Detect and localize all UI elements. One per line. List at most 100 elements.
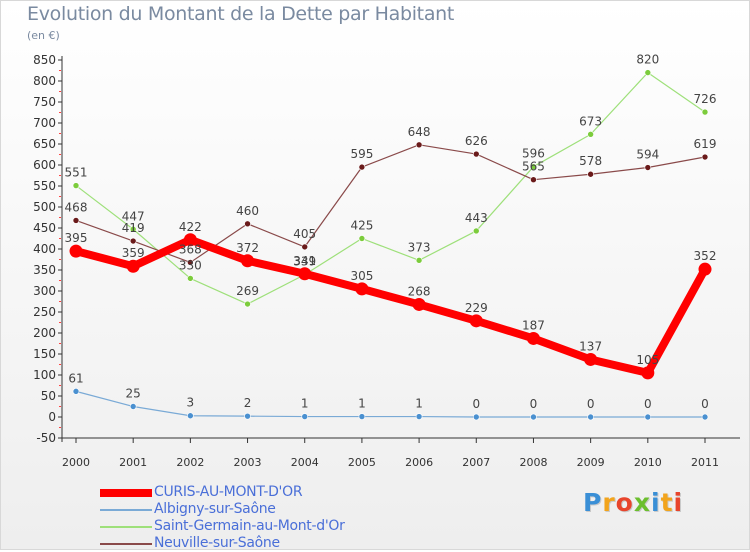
data-label: 341 xyxy=(293,254,316,268)
data-point xyxy=(301,243,309,251)
data-label: 339 xyxy=(293,255,316,269)
data-point xyxy=(415,141,423,149)
y-minor-tick xyxy=(59,154,61,155)
data-point xyxy=(698,262,712,276)
data-label: 0 xyxy=(644,397,652,411)
y-minor-tick xyxy=(59,91,61,92)
legend-label: CURIS-AU-MONT-D'OR xyxy=(154,484,303,500)
data-label: 565 xyxy=(522,160,545,174)
data-label: 395 xyxy=(65,231,88,245)
legend-item: CURIS-AU-MONT-D'OR xyxy=(100,484,360,501)
data-label: 820 xyxy=(636,53,659,67)
data-label: 61 xyxy=(68,371,83,385)
y-tick-label: 300 xyxy=(33,284,56,298)
data-label: 648 xyxy=(408,125,431,139)
data-label: 1 xyxy=(415,397,423,411)
data-point xyxy=(587,413,594,421)
logo-letter: i xyxy=(651,488,661,517)
y-tick-label: 450 xyxy=(33,221,56,235)
data-point xyxy=(469,314,483,328)
data-label: 422 xyxy=(179,220,202,234)
data-point xyxy=(187,275,194,282)
y-minor-tick xyxy=(59,427,61,428)
data-point xyxy=(415,257,423,264)
series-line xyxy=(75,390,706,418)
x-tick-label: 2007 xyxy=(462,456,490,469)
chart-legend: CURIS-AU-MONT-D'OR Albigny-sur-Saône Saint… xyxy=(100,484,360,552)
chart-subtitle: (en €) xyxy=(27,29,60,42)
data-label: 0 xyxy=(587,397,595,411)
data-point xyxy=(530,163,537,170)
data-point xyxy=(129,225,137,233)
x-tick-label: 2011 xyxy=(691,456,719,469)
series-line xyxy=(75,144,706,264)
data-label: 626 xyxy=(465,134,488,148)
data-label: 468 xyxy=(65,200,88,214)
x-tick-label: 2001 xyxy=(119,456,147,469)
legend-swatch xyxy=(100,509,152,511)
data-point xyxy=(244,220,251,228)
data-point xyxy=(72,388,80,395)
data-point xyxy=(358,413,366,420)
data-point xyxy=(584,352,598,366)
data-label: 3 xyxy=(187,396,195,410)
legend-label: Albigny-sur-Saône xyxy=(154,501,276,517)
y-tick-label: 350 xyxy=(33,263,56,277)
data-point xyxy=(244,412,251,420)
x-tick-label: 2010 xyxy=(634,456,662,469)
data-label: 578 xyxy=(579,154,602,168)
data-point xyxy=(641,366,655,380)
data-point xyxy=(644,413,652,421)
data-point xyxy=(415,413,423,420)
data-label: 425 xyxy=(350,219,373,233)
data-point xyxy=(526,331,540,345)
data-label: 0 xyxy=(472,397,480,411)
legend-item: Neuville-sur-Saône xyxy=(100,535,360,552)
data-label: 595 xyxy=(350,147,373,161)
y-minor-tick xyxy=(59,112,61,113)
data-point xyxy=(587,131,594,138)
y-tick-label: -50 xyxy=(36,431,56,445)
data-point xyxy=(241,254,255,268)
y-tick-label: 100 xyxy=(33,368,56,382)
y-tick-label: 250 xyxy=(33,305,56,319)
data-label: 137 xyxy=(579,339,602,353)
data-point xyxy=(301,413,309,420)
data-label: 2 xyxy=(244,396,252,410)
y-minor-tick xyxy=(59,322,61,323)
legend-swatch xyxy=(100,489,152,497)
data-label: 1 xyxy=(301,397,309,411)
data-point xyxy=(187,259,194,266)
data-label: 460 xyxy=(236,204,259,218)
data-label: 673 xyxy=(579,114,602,128)
data-label: 229 xyxy=(465,301,488,315)
y-tick-label: 150 xyxy=(33,347,56,361)
logo-letter: x xyxy=(633,488,651,517)
y-minor-tick xyxy=(59,70,61,71)
x-tick-label: 2009 xyxy=(577,456,605,469)
x-tick-label: 2003 xyxy=(234,456,262,469)
y-tick-label: 850 xyxy=(33,53,56,67)
data-label: 0 xyxy=(701,397,709,411)
y-minor-tick xyxy=(59,259,61,260)
data-point xyxy=(72,217,80,224)
chart-title: Evolution du Montant de la Dette par Hab… xyxy=(27,3,455,25)
y-minor-tick xyxy=(59,217,61,218)
y-tick-label: 700 xyxy=(33,116,56,130)
data-label: 619 xyxy=(694,137,717,151)
data-point xyxy=(244,300,251,308)
data-label: 105 xyxy=(636,353,659,367)
x-tick-label: 2008 xyxy=(519,456,547,469)
data-label: 0 xyxy=(530,397,538,411)
data-label: 368 xyxy=(179,242,202,256)
y-tick-label: 0 xyxy=(48,410,56,424)
legend-swatch xyxy=(100,543,152,545)
data-label: 305 xyxy=(350,269,373,283)
data-point xyxy=(69,244,83,258)
y-minor-tick xyxy=(59,238,61,239)
data-point xyxy=(298,267,312,281)
x-tick-label: 2005 xyxy=(348,456,376,469)
legend-label: Neuville-sur-Saône xyxy=(154,535,280,551)
